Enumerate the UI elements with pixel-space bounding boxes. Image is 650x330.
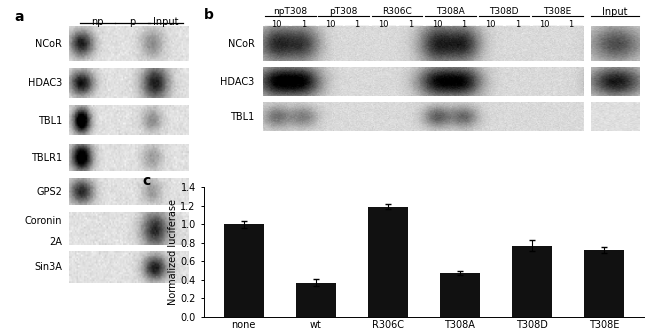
- Text: Input: Input: [602, 7, 628, 17]
- Text: c: c: [142, 174, 151, 188]
- Text: NCoR: NCoR: [227, 39, 255, 50]
- Text: 10: 10: [378, 20, 389, 29]
- Text: 1: 1: [408, 20, 413, 29]
- Bar: [368, 207, 408, 317]
- Text: 1: 1: [515, 20, 520, 29]
- Text: 1: 1: [462, 20, 467, 29]
- Text: pT308: pT308: [330, 7, 358, 16]
- Text: 2A: 2A: [49, 237, 62, 247]
- Text: 1: 1: [568, 20, 573, 29]
- Text: 10: 10: [432, 20, 443, 29]
- Text: p: p: [129, 17, 136, 27]
- Text: TBL1: TBL1: [230, 112, 255, 122]
- Text: 10: 10: [486, 20, 496, 29]
- Text: a: a: [15, 10, 24, 24]
- Bar: [512, 246, 552, 317]
- Text: 10: 10: [539, 20, 549, 29]
- Bar: [224, 224, 263, 317]
- Text: 1: 1: [354, 20, 359, 29]
- Text: HDAC3: HDAC3: [28, 78, 62, 88]
- Text: Sin3A: Sin3A: [34, 262, 62, 272]
- Text: GPS2: GPS2: [36, 187, 62, 197]
- Text: TBL1: TBL1: [38, 115, 62, 126]
- Text: NCoR: NCoR: [35, 39, 62, 49]
- Text: b: b: [204, 8, 214, 22]
- Text: Input: Input: [153, 17, 179, 27]
- Text: HDAC3: HDAC3: [220, 77, 255, 87]
- Text: T308D: T308D: [489, 7, 519, 16]
- Text: TBLR1: TBLR1: [31, 153, 62, 163]
- Text: R306C: R306C: [382, 7, 412, 16]
- Text: 10: 10: [272, 20, 282, 29]
- Text: np: np: [91, 17, 103, 27]
- Text: 10: 10: [325, 20, 335, 29]
- Text: T308A: T308A: [436, 7, 465, 16]
- Text: npT308: npT308: [273, 7, 307, 16]
- Text: Coronin: Coronin: [25, 216, 62, 226]
- Bar: [584, 250, 624, 317]
- Text: T308E: T308E: [543, 7, 571, 16]
- Bar: [440, 273, 480, 317]
- Y-axis label: Normalized luciferase: Normalized luciferase: [168, 199, 177, 305]
- Bar: [296, 282, 335, 317]
- Text: 1: 1: [301, 20, 306, 29]
